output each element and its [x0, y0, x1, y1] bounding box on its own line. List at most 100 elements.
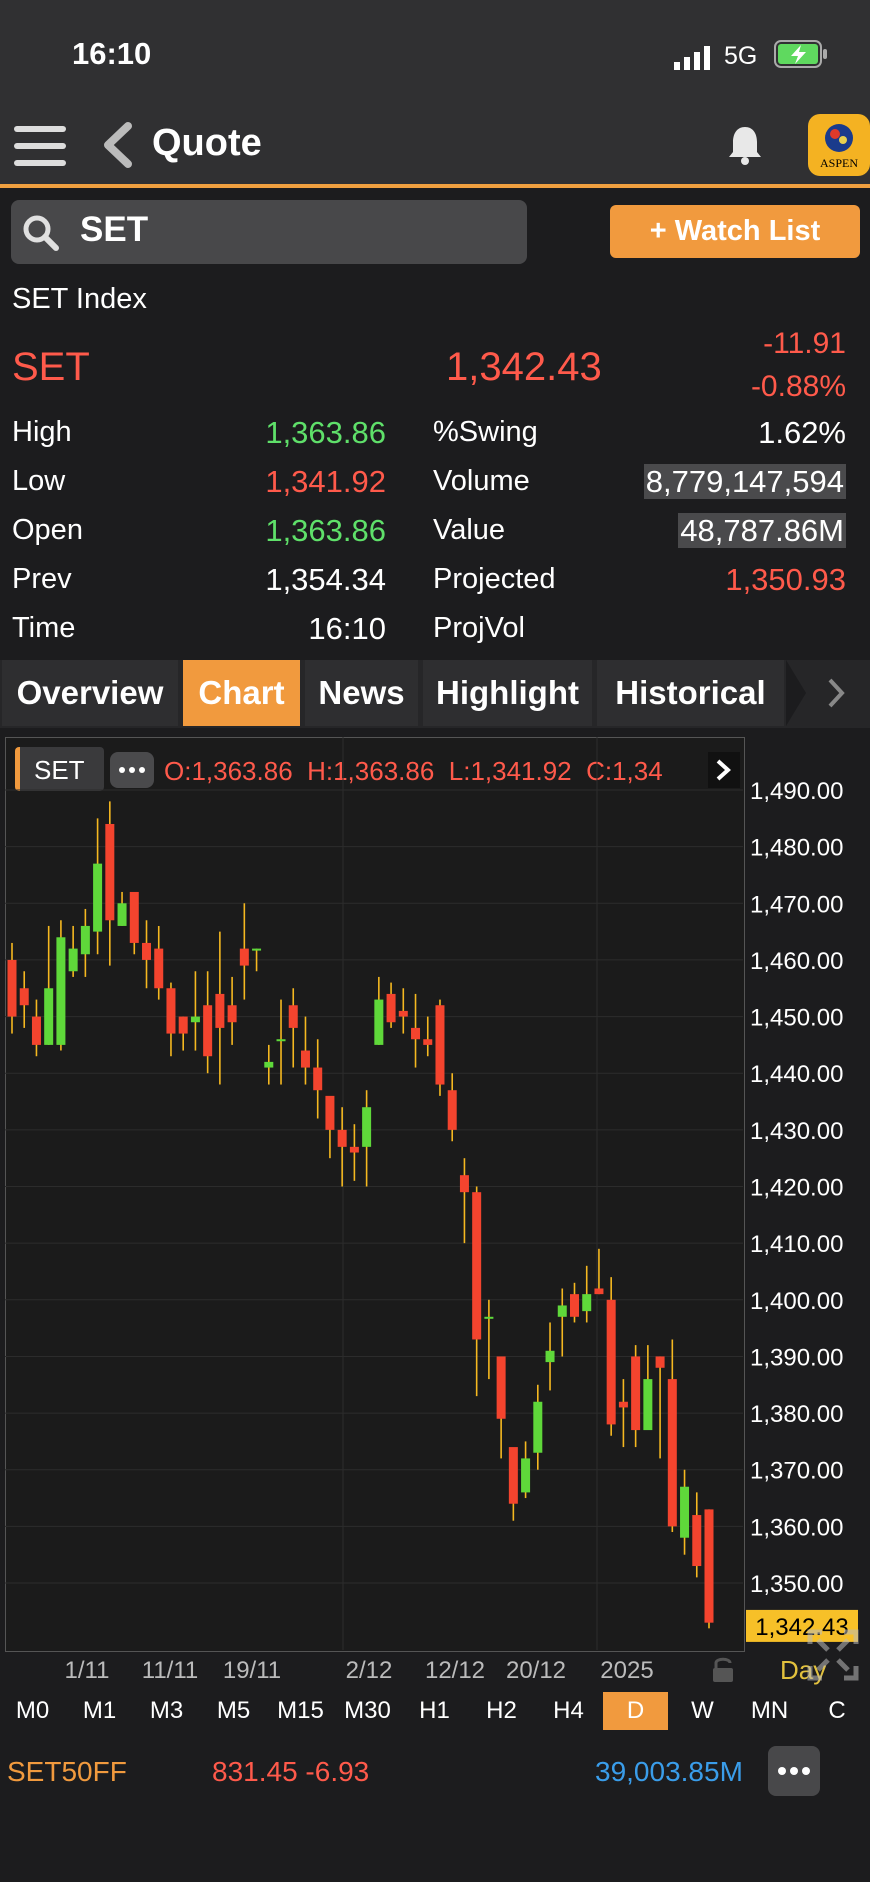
candle-body — [545, 1350, 555, 1363]
y-tick-label: 1,480.00 — [750, 835, 843, 862]
candle-body — [508, 1447, 518, 1504]
y-tick-label: 1,400.00 — [750, 1288, 843, 1315]
nav-bar — [0, 110, 870, 188]
last-price-label: 1,342.43 — [755, 1614, 848, 1641]
tab-next-icon[interactable] — [786, 660, 870, 726]
chart-symbol-tag[interactable]: SET — [15, 747, 104, 791]
stat-label-value: Value — [433, 514, 506, 546]
candle-body — [447, 1090, 457, 1130]
candle-body — [582, 1294, 592, 1312]
ticker-value: 39,003.85M — [595, 1756, 743, 1787]
candle-body — [423, 1039, 433, 1045]
candle-body — [93, 863, 103, 932]
timeframe-h4[interactable]: H4 — [553, 1697, 584, 1724]
x-tick-label: 2025 — [600, 1657, 653, 1684]
tab-news[interactable]: News — [305, 660, 418, 726]
candle-body — [362, 1107, 372, 1147]
candlestick-chart[interactable]: 1,490.00 1,480.00 1,470.00 1,460.00 1,450.00… — [0, 737, 870, 1697]
search-box[interactable] — [11, 200, 527, 264]
stat-value-low: 1,341.92 — [265, 464, 386, 499]
candle-body — [68, 948, 78, 972]
ticker-more-button[interactable] — [768, 1746, 820, 1796]
y-tick-label: 1,410.00 — [750, 1231, 843, 1258]
network-type: 5G — [724, 42, 758, 70]
candle-body — [557, 1305, 567, 1317]
tab-chart[interactable]: Chart — [183, 660, 300, 726]
aspen-logo[interactable]: ASPEN — [808, 114, 870, 176]
stat-label-projvol: ProjVol — [433, 612, 525, 644]
ticker-symbol[interactable]: SET50FF — [7, 1756, 127, 1787]
timeframe-m1[interactable]: M1 — [82, 1697, 117, 1724]
stat-label-volume: Volume — [433, 465, 530, 497]
candle-body — [44, 988, 54, 1045]
candle-body — [276, 1039, 286, 1042]
symbol: SET — [12, 345, 90, 389]
ticker-price-change: 831.45 -6.93 — [212, 1756, 370, 1787]
fullscreen-icon[interactable] — [806, 1628, 860, 1682]
lock-icon[interactable] — [710, 1656, 736, 1684]
bell-icon[interactable] — [726, 124, 764, 166]
candle-body — [533, 1401, 543, 1453]
stat-label-swing: %Swing — [433, 416, 538, 448]
stat-value-swing: 1.62% — [758, 415, 846, 450]
tab-overview[interactable]: Overview — [2, 660, 178, 726]
logo-text: ASPEN — [819, 156, 858, 170]
x-tick-label: 20/12 — [506, 1657, 566, 1684]
last-price-tag — [746, 1609, 858, 1642]
stat-value-volume: 8,779,147,594 — [643, 464, 846, 499]
battery-icon — [773, 38, 829, 70]
timeframe-w[interactable]: W — [691, 1697, 714, 1724]
candle-body — [313, 1067, 323, 1091]
candle-body — [56, 937, 66, 1045]
stat-value-prev: 1,354.34 — [265, 562, 386, 597]
candle-body — [117, 903, 127, 926]
candle-body — [166, 988, 176, 1034]
candle-body — [472, 1192, 482, 1340]
timeframe-m3[interactable]: M3 — [149, 1697, 184, 1724]
x-tick-label: 12/12 — [425, 1657, 485, 1684]
timeframe-h2[interactable]: H2 — [486, 1697, 517, 1724]
y-tick-label: 1,490.00 — [750, 778, 843, 805]
timeframe-d[interactable]: D — [603, 1692, 668, 1730]
candle-body — [190, 1016, 200, 1023]
stat-label-time: Time — [12, 612, 76, 644]
candle-body — [215, 993, 225, 1028]
candle-body — [606, 1299, 616, 1425]
x-tick-label: 11/11 — [142, 1657, 199, 1684]
candle-body — [459, 1175, 469, 1193]
chart-ohlc: O:1,363.86 H:1,363.86 L:1,341.92 C:1,34 — [164, 756, 663, 786]
tab-historical[interactable]: Historical — [597, 660, 784, 726]
change-percent: -0.88% — [750, 370, 846, 403]
candle-body — [398, 1010, 408, 1017]
timeframe-m5[interactable]: M5 — [216, 1697, 251, 1724]
timeframe-m0[interactable]: M0 — [15, 1697, 50, 1724]
watch-list-button[interactable]: + Watch List — [610, 205, 860, 258]
timeframe-h1[interactable]: H1 — [419, 1697, 450, 1724]
y-tick-label: 1,390.00 — [750, 1344, 843, 1371]
candle-body — [386, 993, 396, 1023]
back-icon[interactable] — [100, 122, 134, 168]
timeframe-m15[interactable]: M15 — [277, 1697, 324, 1724]
candle-body — [239, 948, 249, 966]
search-input[interactable]: SET — [80, 210, 149, 249]
stat-value-value: 48,787.86M — [678, 513, 846, 548]
stat-value-projected: 1,350.93 — [725, 562, 846, 597]
candle-body — [105, 823, 115, 921]
timeframe-c[interactable]: C — [828, 1697, 846, 1724]
timeframe-m30[interactable]: M30 — [344, 1697, 391, 1724]
candle-body — [704, 1509, 714, 1623]
candle-body — [643, 1379, 653, 1431]
stat-label-open: Open — [12, 514, 83, 546]
timeframe-mn[interactable]: MN — [750, 1697, 789, 1724]
candle-body — [337, 1129, 347, 1147]
chart-area[interactable] — [5, 737, 745, 1652]
x-tick-label: 2/12 — [346, 1657, 393, 1684]
menu-icon[interactable] — [14, 124, 66, 168]
candle-body — [252, 948, 262, 951]
more-icon[interactable] — [110, 752, 154, 788]
candle-body — [227, 1005, 237, 1023]
ohlc-expand-icon[interactable] — [708, 752, 740, 788]
search-icon — [22, 214, 60, 252]
tab-highlight[interactable]: Highlight — [423, 660, 592, 726]
candle-body — [594, 1288, 604, 1295]
